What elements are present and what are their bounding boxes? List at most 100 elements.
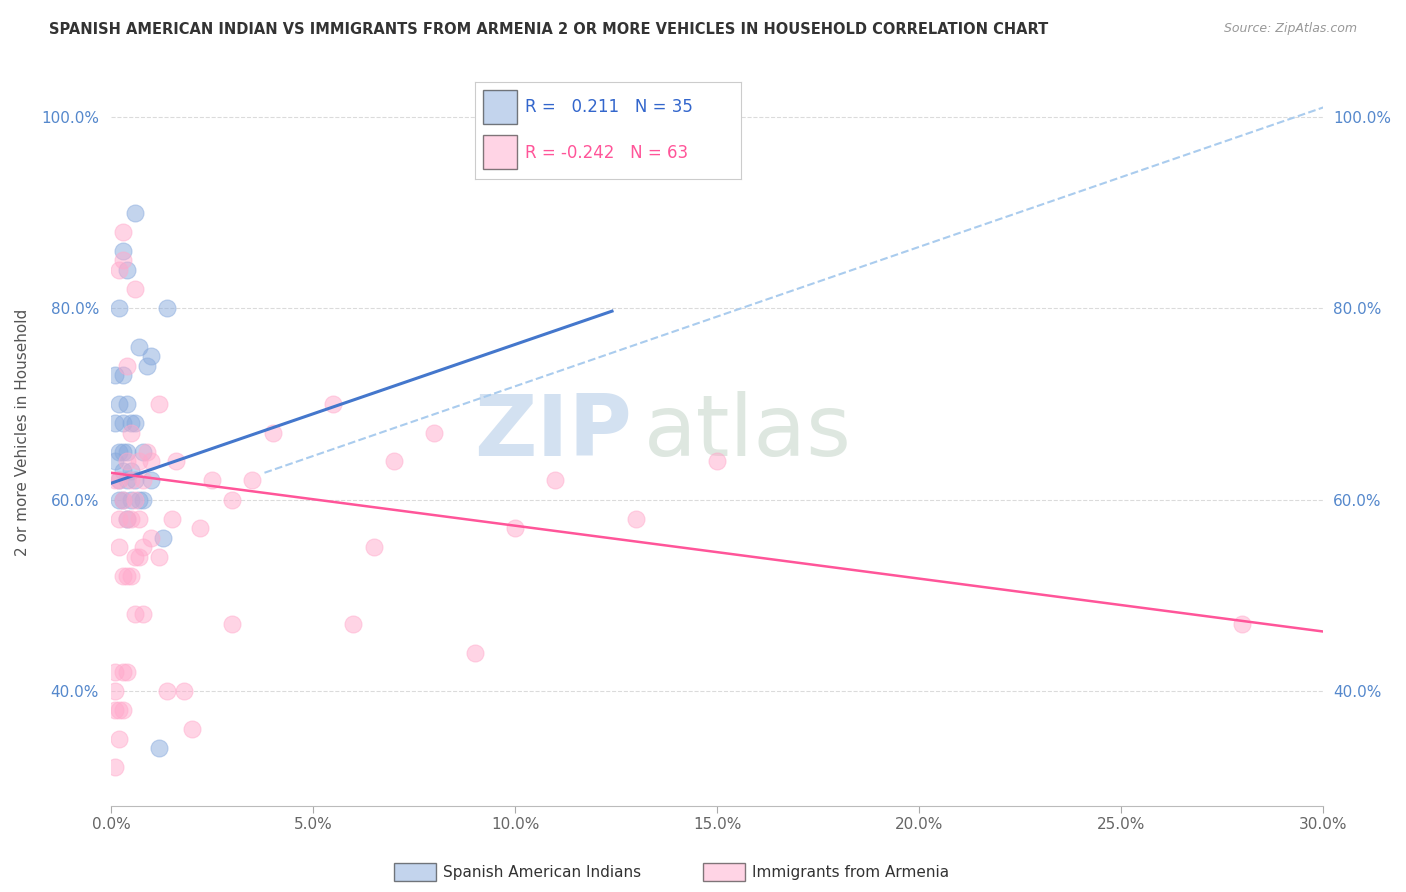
Point [132, 541, 155, 555]
Text: Spanish American Indians: Spanish American Indians [443, 865, 641, 880]
Point [165, 454, 187, 468]
Point [240, 474, 263, 488]
Point [124, 607, 146, 622]
Point [141, 531, 163, 545]
Point [108, 444, 131, 458]
Text: SPANISH AMERICAN INDIAN VS IMMIGRANTS FROM ARMENIA 2 OR MORE VEHICLES IN HOUSEHO: SPANISH AMERICAN INDIAN VS IMMIGRANTS FR… [49, 22, 1049, 37]
Point [108, 301, 131, 316]
Point [112, 444, 135, 458]
Point [108, 474, 131, 488]
Point [136, 359, 159, 373]
Point [112, 368, 135, 383]
Point [156, 301, 179, 316]
Point [382, 454, 405, 468]
Point [115, 454, 138, 468]
Point [115, 397, 138, 411]
Point [108, 263, 131, 277]
Point [108, 397, 131, 411]
Point [104, 454, 127, 468]
Point [112, 492, 135, 507]
Point [141, 474, 163, 488]
Point [115, 474, 138, 488]
Point [104, 416, 127, 430]
Point [156, 683, 179, 698]
Point [115, 359, 138, 373]
Point [503, 521, 526, 535]
Point [132, 607, 155, 622]
Point [128, 492, 150, 507]
Point [132, 444, 155, 458]
Point [544, 474, 567, 488]
Point [124, 549, 146, 564]
Point [124, 474, 146, 488]
Point [120, 569, 142, 583]
Text: Source: ZipAtlas.com: Source: ZipAtlas.com [1223, 22, 1357, 36]
Point [124, 205, 146, 219]
Point [115, 569, 138, 583]
Point [221, 616, 243, 631]
Point [115, 263, 138, 277]
Point [115, 511, 138, 525]
Point [120, 464, 142, 478]
Point [104, 683, 127, 698]
Point [363, 541, 385, 555]
Point [423, 425, 446, 440]
Point [148, 397, 170, 411]
Point [108, 474, 131, 488]
Point [148, 741, 170, 756]
Point [104, 368, 127, 383]
Point [128, 454, 150, 468]
Point [180, 722, 202, 736]
Point [141, 349, 163, 363]
Text: atlas: atlas [644, 391, 852, 474]
Point [120, 474, 142, 488]
Point [112, 492, 135, 507]
Point [112, 225, 135, 239]
Point [152, 531, 174, 545]
Point [104, 760, 127, 774]
Point [124, 282, 146, 296]
Point [115, 444, 138, 458]
Point [112, 253, 135, 268]
Point [322, 397, 344, 411]
Point [120, 511, 142, 525]
Point [124, 492, 146, 507]
Point [221, 492, 243, 507]
Point [115, 511, 138, 525]
Point [104, 703, 127, 717]
Point [160, 511, 183, 525]
Point [262, 425, 284, 440]
Text: ZIP: ZIP [474, 391, 633, 474]
Point [1232, 616, 1254, 631]
Point [112, 665, 135, 679]
Point [112, 244, 135, 258]
Point [112, 703, 135, 717]
Point [120, 492, 142, 507]
Point [104, 665, 127, 679]
Point [128, 511, 150, 525]
Point [112, 464, 135, 478]
Point [342, 616, 364, 631]
Point [104, 474, 127, 488]
Point [201, 474, 224, 488]
Point [120, 416, 142, 430]
Point [128, 549, 150, 564]
Point [124, 416, 146, 430]
Point [112, 416, 135, 430]
Point [173, 683, 195, 698]
Point [132, 474, 155, 488]
Point [112, 569, 135, 583]
Point [120, 425, 142, 440]
Point [108, 731, 131, 746]
Point [128, 339, 150, 353]
Point [141, 454, 163, 468]
Y-axis label: 2 or more Vehicles in Household: 2 or more Vehicles in Household [15, 309, 30, 557]
Point [132, 492, 155, 507]
Point [188, 521, 211, 535]
Point [108, 492, 131, 507]
Point [706, 454, 728, 468]
Point [108, 703, 131, 717]
Point [108, 541, 131, 555]
Point [108, 511, 131, 525]
Point [136, 444, 159, 458]
